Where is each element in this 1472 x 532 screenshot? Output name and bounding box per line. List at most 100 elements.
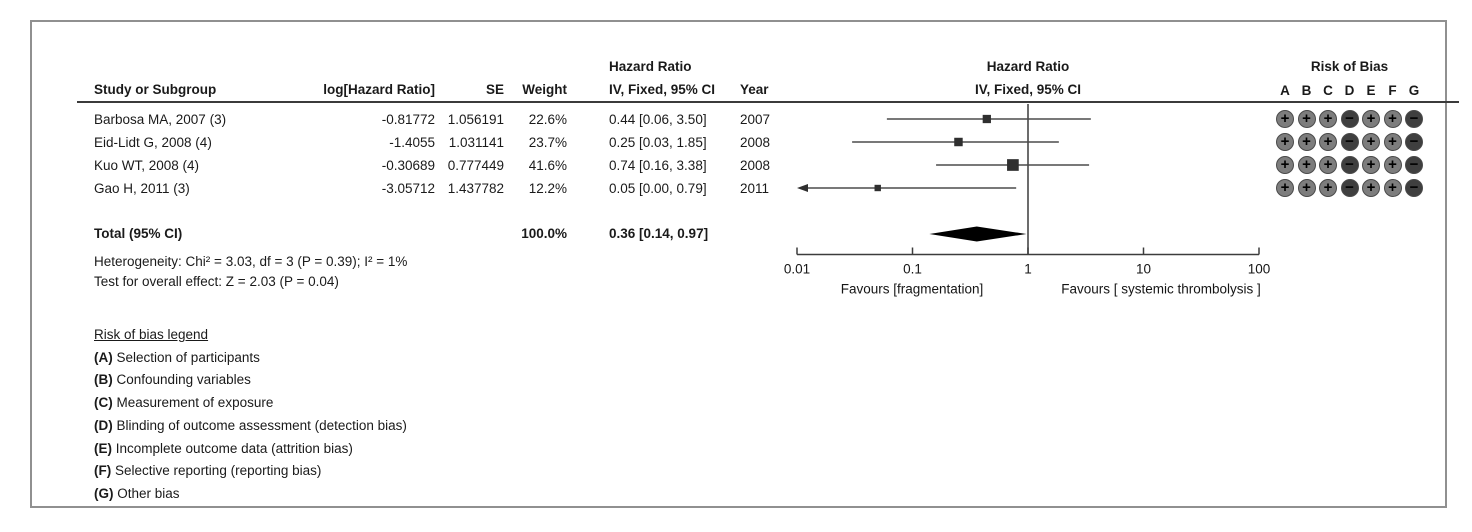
legend-text: Measurement of exposure [116,395,274,411]
rob-row: + + + − + + − [1276,179,1423,197]
rob-mark-plus: + [1319,110,1337,128]
col-header-ci: IV, Fixed, 95% CI [609,82,716,97]
legend-text: Selection of participants [116,349,260,365]
rob-mark-plus: + [1297,133,1316,151]
se-value: 1.437782 [447,181,504,196]
rob-mark-minus: − [1340,156,1359,174]
rob-column-letter: E [1366,83,1376,98]
figure-frame: Hazard Ratio Hazard Ratio Risk of Bias S… [30,20,1459,508]
table-hr-group-header: Hazard Ratio [609,59,692,74]
legend-key: (F) [94,463,112,479]
total-label: Total (95% CI) [94,226,183,241]
rob-mark-plus: + [1319,179,1337,197]
legend-key: (E) [94,440,112,456]
legend-title: Risk of bias legend [94,327,209,342]
legend-item: (F) Selective reporting (reporting bias) [94,460,407,483]
log-hr-value: -1.4055 [389,135,435,150]
legend-item: (G) Other bias [94,483,407,506]
col-header-log-hr: log[Hazard Ratio] [323,82,435,97]
plot-col-header: IV, Fixed, 95% CI [974,82,1082,97]
rob-mark-minus: − [1405,110,1423,128]
ci-value: 0.05 [0.00, 0.79] [609,181,707,196]
legend-item: (C) Measurement of exposure [94,392,407,415]
se-value: 1.031141 [448,135,504,150]
rob-column-letter: C [1323,83,1333,98]
axis-tick-label: 10 [1136,262,1151,277]
col-header-year: Year [740,82,769,97]
legend-item: (B) Confounding variables [94,369,407,392]
ci-value: 0.25 [0.03, 1.85] [609,135,707,150]
year-value: 2007 [740,112,771,127]
heterogeneity-stats: Heterogeneity: Chi² = 3.03, df = 3 (P = … [94,254,408,269]
rob-mark-plus: + [1362,156,1380,174]
weight-value: 41.6% [528,158,567,173]
plot-hr-group-header: Hazard Ratio [986,59,1070,74]
log-hr-value: -3.05712 [381,181,435,196]
rob-mark-plus: + [1276,179,1294,197]
legend-key: (A) [94,349,113,365]
header-rule [77,101,1459,103]
rob-row: + + + − + + − [1276,133,1423,151]
col-header-study: Study or Subgroup [94,82,217,97]
rob-grid: + + + − + + − + + + − + + − + + + − + + − + + + − + + − [1276,110,1423,202]
rob-mark-plus: + [1362,110,1380,128]
total-ci: 0.36 [0.14, 0.97] [609,226,709,241]
favours-right-label: Favours [ systemic thrombolysis ] [1061,282,1261,297]
total-weight: 100.0% [521,226,567,241]
rob-mark-minus: − [1405,179,1423,197]
legend-text: Other bias [117,485,180,501]
legend-item: (A) Selection of participants [94,347,407,370]
rob-mark-plus: + [1383,179,1402,197]
rob-mark-plus: + [1297,156,1316,174]
forest-point-square [954,137,963,147]
study-name: Gao H, 2011 (3) [94,181,190,196]
rob-mark-plus: + [1276,156,1294,174]
rob-column-letter: G [1408,83,1420,98]
forest-plot-svg: 0.01 0.1 1 10 100 Favours [fragmentation] Favo… [784,104,1271,297]
rob-header: Risk of Bias [1310,59,1389,74]
rob-column-letter: A [1280,83,1290,98]
legend-key: (B) [94,372,113,388]
year-value: 2008 [740,158,771,173]
axis-tick-label: 0.01 [784,262,810,277]
rob-mark-plus: + [1297,110,1316,128]
rob-mark-plus: + [1383,110,1402,128]
legend-text: Blinding of outcome assessment (detectio… [116,417,407,433]
overall-effect-test: Test for overall effect: Z = 2.03 (P = 0… [94,274,339,289]
rob-mark-minus: − [1405,133,1423,151]
rob-mark-minus: − [1340,179,1359,197]
rob-row: + + + − + + − [1276,110,1423,128]
rob-mark-minus: − [1405,156,1423,174]
se-value: 0.777449 [447,158,504,173]
rob-mark-plus: + [1276,110,1294,128]
ci-value: 0.44 [0.06, 3.50] [609,112,707,127]
forest-point-square [874,184,881,192]
rob-mark-plus: + [1319,133,1337,151]
risk-of-bias-legend: Risk of bias legend (A) Selection of par… [94,324,407,506]
legend-text: Incomplete outcome data (attrition bias) [115,440,353,456]
year-value: 2008 [740,135,771,150]
rob-mark-plus: + [1383,156,1402,174]
rob-mark-plus: + [1276,133,1294,151]
forest-arrow-left [797,184,808,192]
legend-text: Selective reporting (reporting bias) [115,463,322,479]
rob-mark-minus: − [1340,133,1359,151]
axis-tick-label: 1 [1024,262,1032,277]
forest-point-square [1007,159,1019,171]
year-value: 2011 [740,181,770,196]
col-header-se: SE [485,82,504,97]
legend-key: (C) [94,395,113,411]
axis-tick-label: 100 [1248,262,1271,277]
legend-key: (D) [94,417,113,433]
rob-mark-plus: + [1362,179,1380,197]
col-header-weight: Weight [522,82,567,97]
favours-left-label: Favours [fragmentation] [841,282,984,297]
weight-value: 12.2% [528,181,567,196]
summary-diamond [929,226,1027,242]
study-name: Eid-Lidt G, 2008 (4) [94,135,212,150]
log-hr-value: -0.30689 [381,158,435,173]
study-name: Kuo WT, 2008 (4) [94,158,200,173]
rob-column-letter: B [1301,83,1312,98]
